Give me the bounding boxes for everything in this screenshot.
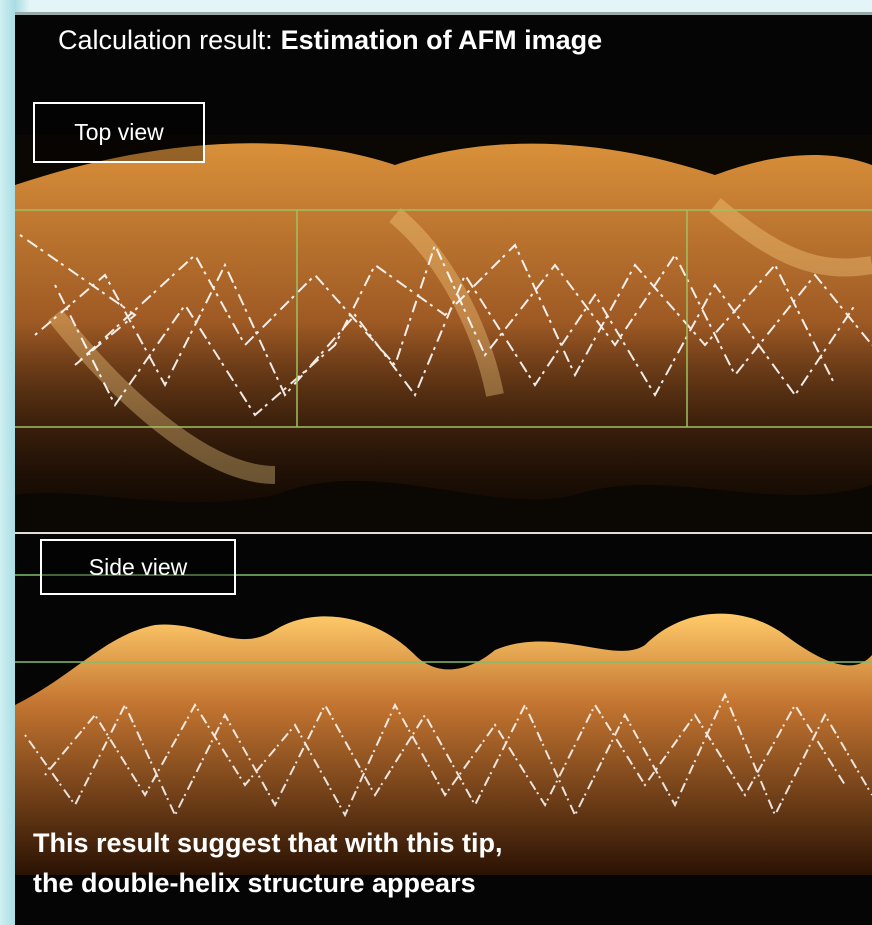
caption-line: This result suggest that with this tip, — [33, 823, 503, 863]
title-emphasis: Estimation of AFM image — [281, 25, 603, 55]
view-label: Top view — [33, 102, 205, 163]
slide-page: Calculation result: Estimation of AFM ima… — [0, 0, 872, 925]
caption: This result suggest that with this tip, … — [33, 823, 503, 903]
view-label: Side view — [40, 539, 236, 595]
caption-line: the double-helix structure appears — [33, 863, 503, 903]
slide: Calculation result: Estimation of AFM ima… — [15, 12, 872, 925]
title-prefix: Calculation result: — [58, 25, 273, 55]
slide-title: Calculation result: Estimation of AFM ima… — [58, 25, 602, 56]
top-view-surface — [15, 143, 872, 502]
